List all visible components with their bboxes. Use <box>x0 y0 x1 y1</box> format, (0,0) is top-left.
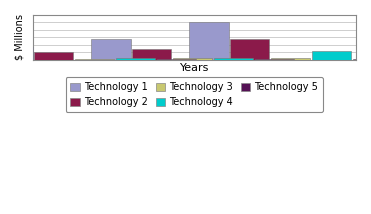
Legend: Technology 1, Technology 2, Technology 3, Technology 4, Technology 5: Technology 1, Technology 2, Technology 3… <box>66 77 323 112</box>
Bar <box>116 58 155 60</box>
Bar <box>271 58 310 60</box>
Bar <box>34 52 73 60</box>
Bar <box>132 49 171 60</box>
Bar <box>214 58 253 60</box>
Bar <box>173 58 212 60</box>
Bar <box>312 51 351 60</box>
Bar <box>157 59 196 60</box>
Bar <box>230 39 269 60</box>
X-axis label: Years: Years <box>180 63 209 73</box>
Bar <box>353 59 371 60</box>
Bar <box>190 22 229 60</box>
Bar <box>0 47 33 60</box>
Bar <box>75 59 114 60</box>
Bar <box>91 39 131 60</box>
Bar <box>255 59 294 60</box>
Y-axis label: $ Millions: $ Millions <box>15 15 25 61</box>
